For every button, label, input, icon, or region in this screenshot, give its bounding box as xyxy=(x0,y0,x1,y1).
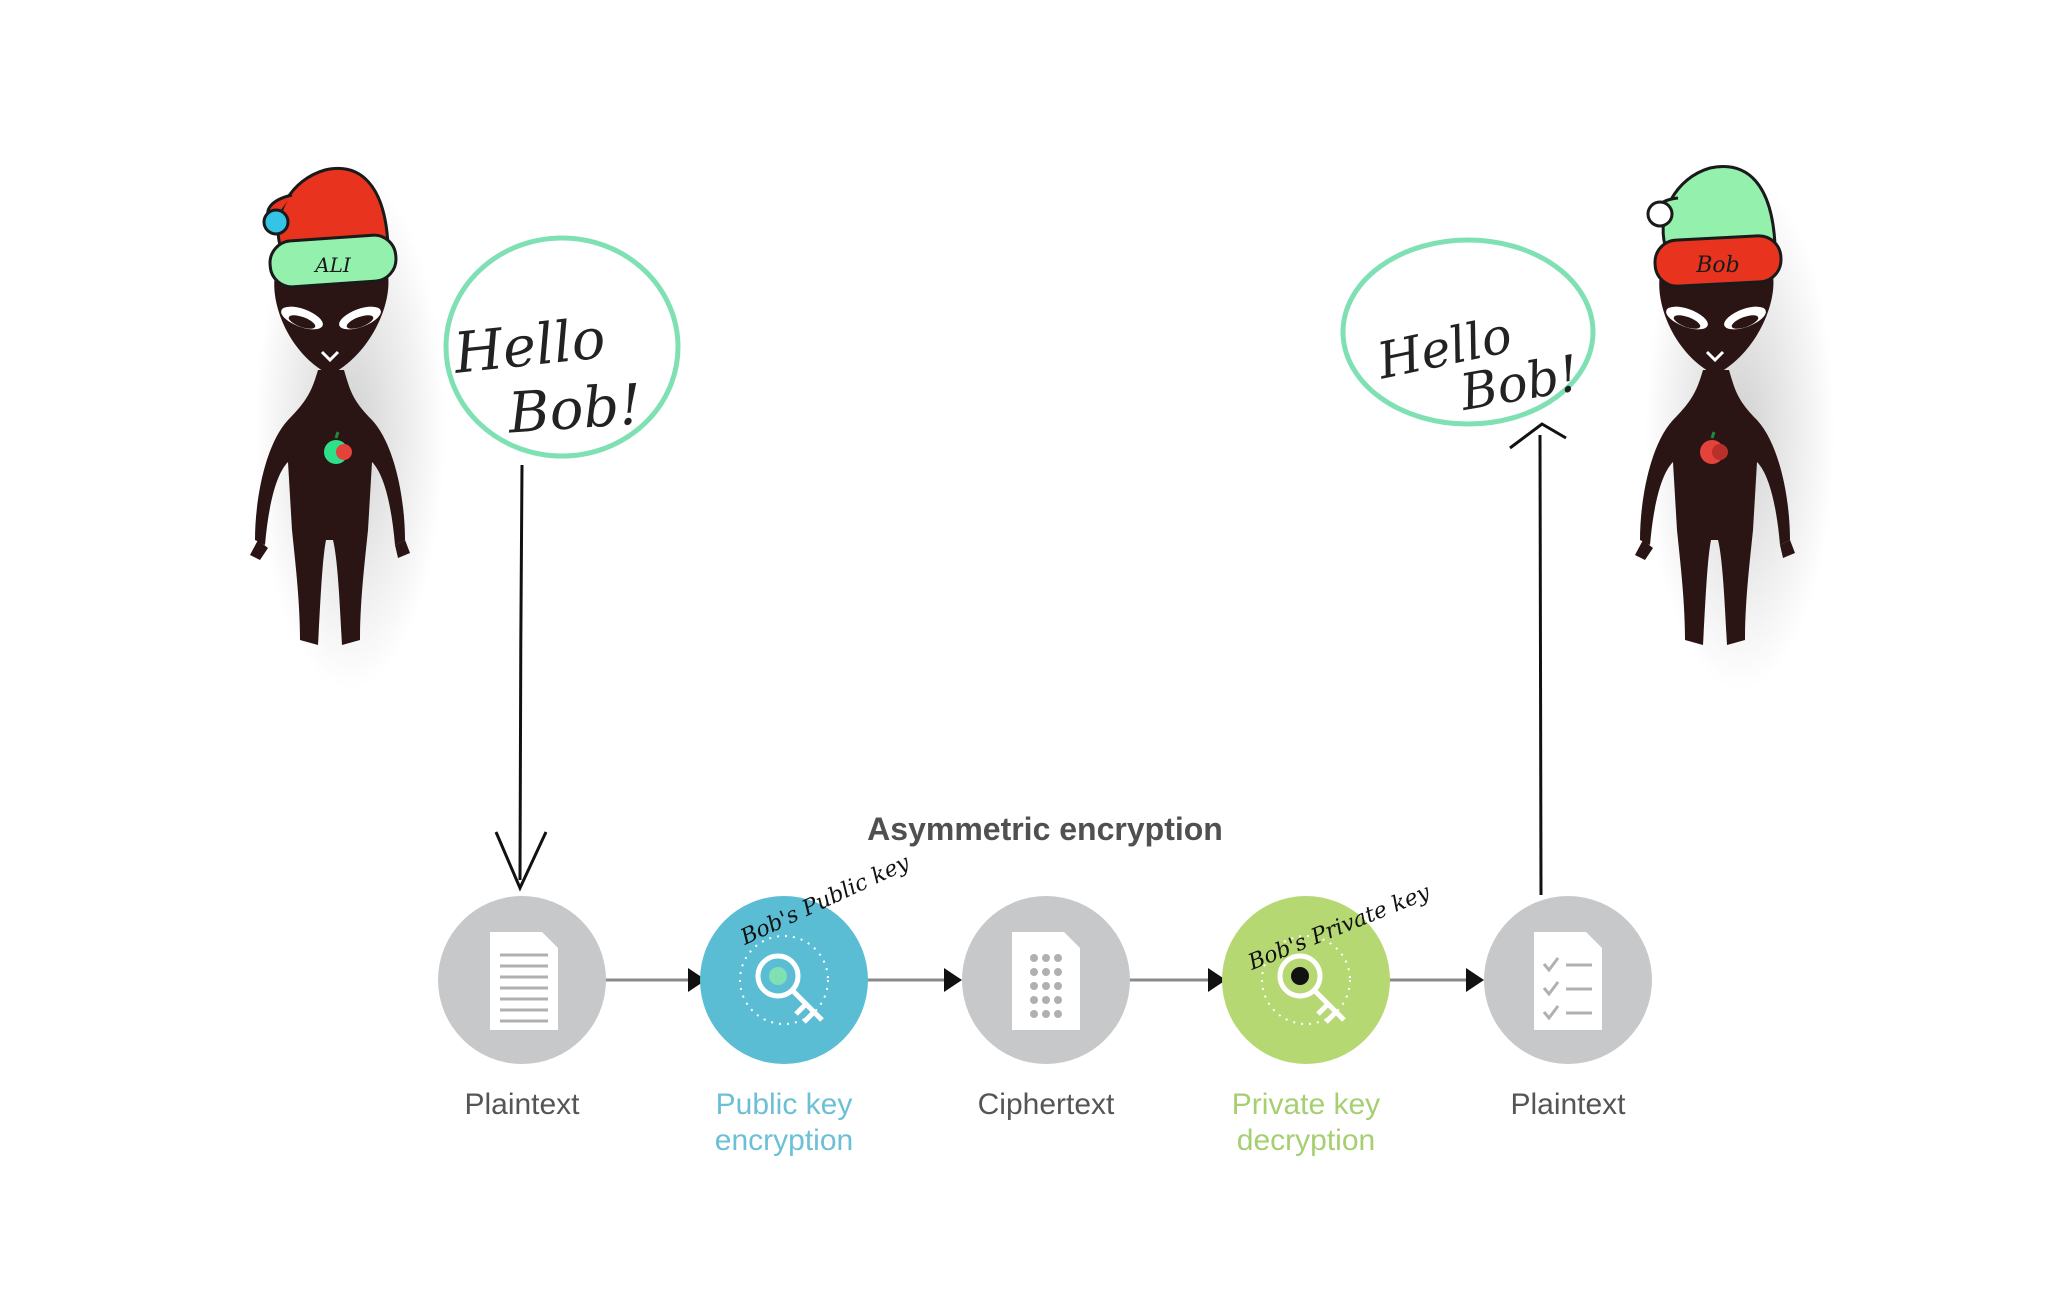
receiver-eyes xyxy=(1666,306,1766,363)
apple-badge-icon xyxy=(1700,431,1728,464)
diagram-title: Asymmetric encryption xyxy=(867,811,1223,847)
checklist-document-icon xyxy=(1534,932,1602,1030)
flow-arrowheads xyxy=(688,968,1484,992)
sender-hat-label: ALI xyxy=(313,253,352,277)
step-label: decryption xyxy=(1237,1124,1375,1157)
step-label: Plaintext xyxy=(464,1088,580,1121)
hat-pompom xyxy=(262,208,290,236)
step-label: Public key xyxy=(716,1088,853,1121)
sender-eyes xyxy=(281,306,381,363)
apple-badge-icon xyxy=(324,431,352,464)
step-label: Ciphertext xyxy=(978,1088,1115,1121)
sender-speech-bubble: Hello Bob! xyxy=(443,235,681,459)
step-private-key-decryption: Bob's Private key Private key decryption xyxy=(1222,880,1434,1157)
receive-arrow xyxy=(1509,422,1567,896)
receiver-santa-hat: Bob xyxy=(1646,165,1783,288)
sender-santa-hat: ALI xyxy=(262,167,398,289)
sender-alien: ALI xyxy=(250,167,445,690)
step-plaintext-output: Plaintext xyxy=(1484,896,1652,1121)
step-label: Plaintext xyxy=(1510,1088,1626,1121)
step-label: Private key xyxy=(1232,1088,1380,1121)
send-arrow xyxy=(494,464,548,892)
document-icon xyxy=(490,932,558,1030)
sender-bubble-line1: Hello xyxy=(450,306,608,387)
arrowhead-icon xyxy=(1466,968,1484,992)
cipher-document-icon xyxy=(1012,932,1080,1030)
key-icon xyxy=(1277,953,1346,1024)
step-public-key-encryption: Bob's Public key Public key encryption xyxy=(700,850,914,1157)
step-ciphertext: Ciphertext xyxy=(962,896,1130,1121)
sender-bubble-line2: Bob! xyxy=(505,372,643,446)
arrowhead-icon xyxy=(944,968,962,992)
arrowhead-icon xyxy=(688,968,706,992)
step-label: encryption xyxy=(715,1124,853,1157)
receiver-alien: Bob xyxy=(1635,165,1835,690)
receiver-speech-bubble: Hello Bob! xyxy=(1340,237,1596,427)
arrowhead-icon xyxy=(1208,968,1226,992)
step-plaintext-input: Plaintext xyxy=(438,896,606,1121)
hat-pompom xyxy=(1646,200,1674,228)
key-icon xyxy=(755,953,824,1024)
receiver-hat-label: Bob xyxy=(1695,253,1740,278)
